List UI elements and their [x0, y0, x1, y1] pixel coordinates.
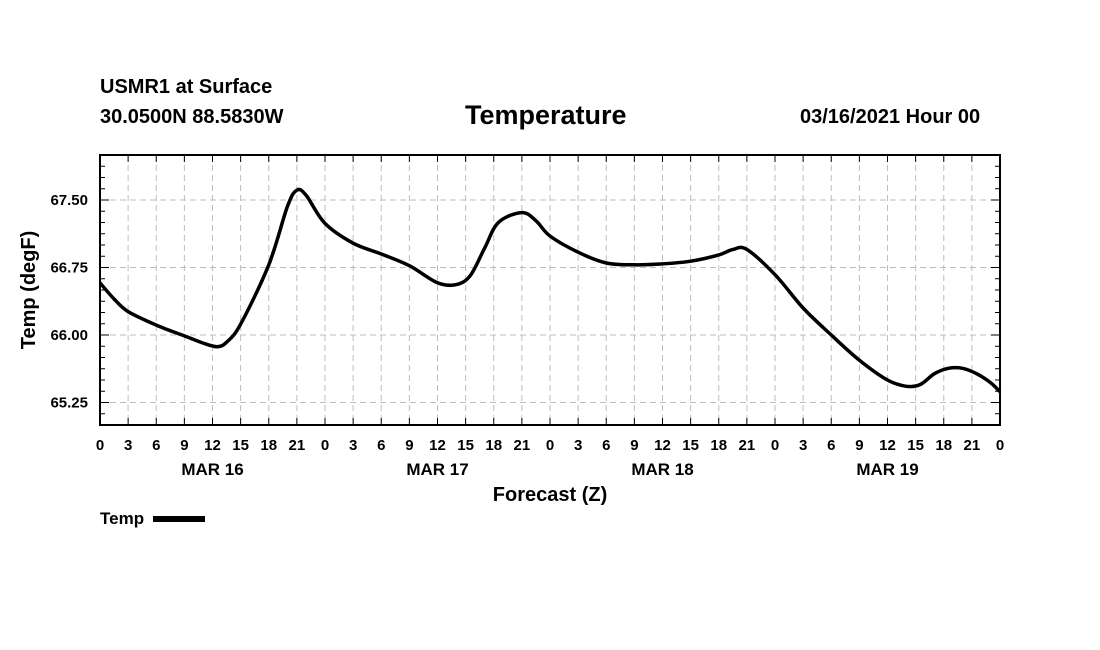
x-tick-label: 0 [996, 437, 1004, 454]
x-tick-label: 0 [546, 437, 554, 454]
grid-lines [100, 155, 1000, 425]
axis-ticks: 0 3 6 9 12 15 18 21 0 3 6 9 12 15 18 21 0 3 6 9 12 15 18 21 0 3 6 9… [50, 154, 1004, 479]
y-tick-label: 67.50 [50, 192, 88, 209]
x-tick-label: 21 [739, 437, 756, 454]
x-axis-label: Forecast (Z) [493, 484, 607, 506]
y-tick-label: 66.00 [50, 327, 88, 344]
x-tick-label: 9 [180, 437, 188, 454]
y-tick-label: 65.25 [50, 395, 88, 412]
x-day-label: MAR 16 [181, 460, 243, 479]
series-line-temp [98, 187, 1002, 393]
x-tick-label: 3 [124, 437, 132, 454]
legend-swatch-temp [153, 516, 206, 522]
x-tick-label: 15 [457, 437, 474, 454]
legend-label-temp: Temp [100, 509, 145, 528]
x-tick-label: 3 [574, 437, 582, 454]
x-tick-label: 15 [232, 437, 249, 454]
x-tick-label: 0 [96, 437, 104, 454]
x-day-label: MAR 17 [406, 460, 468, 479]
x-tick-label: 21 [289, 437, 306, 454]
x-tick-label: 6 [377, 437, 385, 454]
x-tick-label: 12 [654, 437, 671, 454]
x-tick-label: 3 [349, 437, 357, 454]
station-coordinates: 30.0500N 88.5830W [100, 106, 284, 128]
x-tick-label: 6 [827, 437, 835, 454]
chart-title: Temperature [465, 100, 627, 130]
x-tick-label: 21 [514, 437, 531, 454]
x-tick-label: 0 [321, 437, 329, 454]
y-tick-label: 66.75 [50, 260, 88, 277]
x-day-label: MAR 19 [856, 460, 918, 479]
x-tick-label: 15 [682, 437, 699, 454]
x-tick-label: 21 [964, 437, 981, 454]
x-tick-label: 18 [260, 437, 277, 454]
x-tick-label: 12 [879, 437, 896, 454]
legend: Temp [100, 509, 206, 529]
x-tick-label: 12 [429, 437, 446, 454]
x-tick-label: 0 [771, 437, 779, 454]
x-day-label: MAR 18 [631, 460, 693, 479]
x-tick-label: 9 [855, 437, 863, 454]
x-tick-label: 18 [485, 437, 502, 454]
x-tick-label: 18 [935, 437, 952, 454]
x-tick-label: 6 [602, 437, 610, 454]
x-tick-label: 6 [152, 437, 160, 454]
x-tick-label: 3 [799, 437, 807, 454]
x-tick-label: 18 [710, 437, 727, 454]
series-layer [98, 187, 1002, 393]
valid-time: 03/16/2021 Hour 00 [800, 106, 981, 128]
x-tick-label: 9 [405, 437, 413, 454]
station-label: USMR1 at Surface [100, 76, 273, 98]
x-tick-label: 12 [204, 437, 221, 454]
y-axis-label: Temp (degF) [18, 231, 40, 350]
x-tick-label: 9 [630, 437, 638, 454]
x-tick-label: 15 [907, 437, 924, 454]
